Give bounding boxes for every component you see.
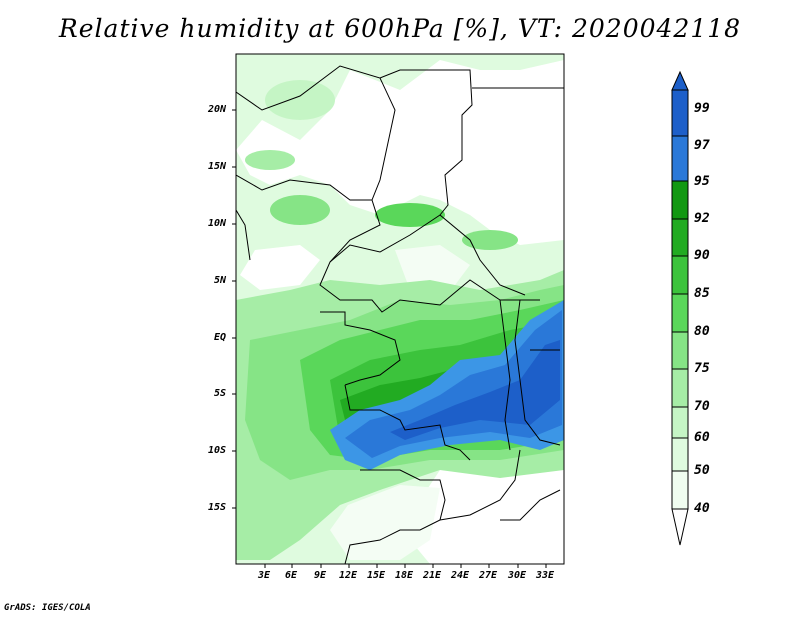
colorbar-label: 97 xyxy=(694,138,710,153)
lon-label: 27E xyxy=(479,570,498,581)
lon-label: 12E xyxy=(339,570,358,581)
dry-region-east xyxy=(410,460,564,564)
colorbar-segment-97 xyxy=(671,135,689,182)
country-borders xyxy=(236,65,564,564)
lon-label: 30E xyxy=(508,570,527,581)
lon-label: 33E xyxy=(536,570,555,581)
colorbar-segment-80 xyxy=(671,293,689,333)
dry-region-north xyxy=(236,60,564,245)
colorbar-segment-70 xyxy=(671,368,689,408)
colorbar xyxy=(671,70,689,546)
colorbar-segment-85 xyxy=(671,255,689,295)
grads-credit: GrADS: IGES/COLA xyxy=(4,603,91,613)
colorbar-label: 85 xyxy=(694,286,710,301)
dry-region-chad xyxy=(395,245,470,290)
lon-label: 3E xyxy=(258,570,271,581)
colorbar-label: 92 xyxy=(694,211,710,226)
lat-label: 10S xyxy=(208,445,227,456)
colorbar-segment-50 xyxy=(671,437,689,472)
map-frame xyxy=(235,53,565,565)
lon-label: 15E xyxy=(367,570,386,581)
lat-label: 10N xyxy=(208,218,227,229)
humidity-cell xyxy=(265,80,335,120)
colorbar-label: 95 xyxy=(694,174,710,189)
colorbar-label: 70 xyxy=(694,399,710,414)
dry-region-center xyxy=(240,245,320,290)
lon-label: 24E xyxy=(451,570,470,581)
colorbar-segment-92 xyxy=(671,180,689,220)
lat-label: 15N xyxy=(208,161,227,172)
humidity-99-core xyxy=(390,340,560,440)
colorbar-segment-90 xyxy=(671,218,689,257)
lat-label: 20N xyxy=(208,104,227,115)
humidity-cell xyxy=(462,230,518,250)
colorbar-segment-75 xyxy=(671,331,689,370)
colorbar-label: 60 xyxy=(694,430,710,445)
colorbar-label: 90 xyxy=(694,248,710,263)
map-title: Relative humidity at 600hPa [%], VT: 202… xyxy=(58,14,742,43)
lon-label: 21E xyxy=(423,570,442,581)
lat-label: 15S xyxy=(208,502,227,513)
colorbar-label: 75 xyxy=(694,361,710,376)
colorbar-segment-40 xyxy=(671,470,689,510)
colorbar-label: 40 xyxy=(694,501,710,516)
humidity-cell xyxy=(245,150,295,170)
lat-label: EQ xyxy=(214,332,227,343)
colorbar-label: 50 xyxy=(694,463,710,478)
colorbar-segment-60 xyxy=(671,406,689,439)
colorbar-segment-99 xyxy=(671,89,689,137)
lon-label: 9E xyxy=(314,570,327,581)
lat-label: 5N xyxy=(214,275,227,286)
lon-label: 18E xyxy=(395,570,414,581)
humidity-cell xyxy=(375,203,445,227)
colorbar-label: 99 xyxy=(694,101,710,116)
humidity-field xyxy=(236,54,564,564)
dry-region-southwest xyxy=(330,485,440,560)
lat-label: 5S xyxy=(214,388,227,399)
colorbar-bottom-arrow xyxy=(671,508,689,546)
colorbar-top-arrow xyxy=(671,70,689,91)
humidity-cell xyxy=(270,195,330,225)
colorbar-label: 80 xyxy=(694,324,710,339)
lon-label: 6E xyxy=(285,570,298,581)
axis-ticks xyxy=(232,109,547,568)
